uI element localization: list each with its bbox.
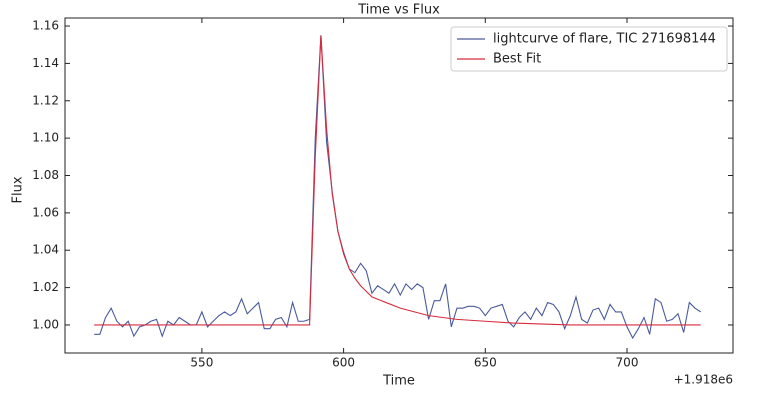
x-tick-label: 700 <box>616 356 639 370</box>
legend-label: Best Fit <box>493 52 541 67</box>
y-tick-label: 1.02 <box>32 280 59 294</box>
legend-box <box>450 26 728 72</box>
x-offset-label: +1.918e6 <box>674 373 733 387</box>
y-tick-label: 1.06 <box>32 205 59 219</box>
y-tick-label: 1.12 <box>32 93 59 107</box>
y-axis-label: Flux <box>11 176 26 203</box>
x-axis-label: Time <box>382 374 415 389</box>
y-tick-label: 1.14 <box>32 56 59 70</box>
axes-frame <box>64 17 734 354</box>
x-tick-label: 600 <box>332 356 355 370</box>
y-tick-label: 1.08 <box>32 168 59 182</box>
y-tick-label: 1.16 <box>32 19 59 33</box>
y-tick-label: 1.10 <box>32 131 59 145</box>
legend-label: lightcurve of flare, TIC 271698144 <box>493 32 716 47</box>
x-tick-label: 650 <box>474 356 497 370</box>
series-line <box>94 35 701 340</box>
x-tick-label: 550 <box>190 356 213 370</box>
y-tick-label: 1.04 <box>32 243 59 257</box>
chart-title: Time vs Flux <box>357 3 440 18</box>
series-line <box>94 35 701 326</box>
y-tick-label: 1.00 <box>32 317 59 331</box>
